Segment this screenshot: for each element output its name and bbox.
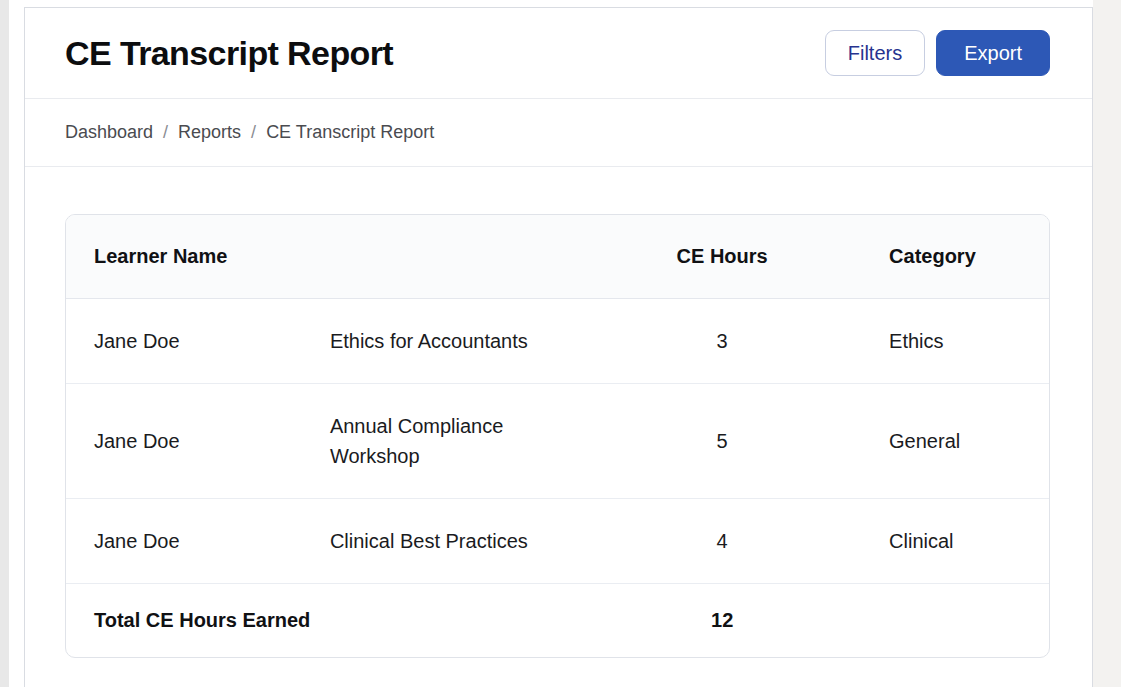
category-cell: Clinical [813, 499, 1049, 584]
window-edge-strip [0, 0, 9, 687]
course-cell: Clinical Best Practices [302, 499, 631, 584]
total-label: Total CE Hours Earned [66, 584, 631, 658]
total-category-empty-cell [813, 584, 1049, 658]
table-header-row: Learner Name CE Hours Category [66, 215, 1049, 299]
column-header-course [302, 215, 631, 299]
ce-hours-cell: 3 [631, 299, 813, 384]
table-row: Jane Doe Annual Compliance Workshop 5 Ge… [66, 384, 1049, 499]
learner-name-cell: Jane Doe [66, 384, 302, 499]
category-cell: General [813, 384, 1049, 499]
learner-name-cell: Jane Doe [66, 299, 302, 384]
report-page-panel: CE Transcript Report Filters Export Dash… [24, 7, 1093, 687]
course-cell: Ethics for Accountants [302, 299, 631, 384]
course-title: Ethics for Accountants [330, 326, 528, 356]
course-title: Clinical Best Practices [330, 526, 528, 556]
breadcrumb-item-reports[interactable]: Reports [178, 122, 241, 143]
transcript-table: Learner Name CE Hours Category Jane Doe … [66, 215, 1049, 657]
page-header: CE Transcript Report Filters Export [25, 8, 1092, 99]
breadcrumb-separator: / [163, 122, 168, 143]
total-ce-hours-value: 12 [631, 584, 813, 658]
breadcrumb-separator: / [251, 122, 256, 143]
breadcrumb: Dashboard / Reports / CE Transcript Repo… [25, 99, 1092, 167]
breadcrumb-item-current: CE Transcript Report [266, 122, 434, 143]
export-button[interactable]: Export [936, 30, 1050, 76]
column-header-ce-hours: CE Hours [631, 215, 813, 299]
header-actions: Filters Export [825, 30, 1050, 76]
course-title: Annual Compliance Workshop [330, 411, 572, 471]
page-title: CE Transcript Report [65, 34, 393, 73]
transcript-table-card: Learner Name CE Hours Category Jane Doe … [65, 214, 1050, 658]
learner-name-cell: Jane Doe [66, 499, 302, 584]
ce-hours-cell: 5 [631, 384, 813, 499]
ce-hours-cell: 4 [631, 499, 813, 584]
table-total-row: Total CE Hours Earned 12 [66, 584, 1049, 658]
table-row: Jane Doe Ethics for Accountants 3 Ethics [66, 299, 1049, 384]
course-cell: Annual Compliance Workshop [302, 384, 631, 499]
main-content: Learner Name CE Hours Category Jane Doe … [25, 167, 1092, 658]
category-cell: Ethics [813, 299, 1049, 384]
filters-button[interactable]: Filters [825, 30, 925, 76]
right-gutter [1093, 0, 1121, 687]
table-row: Jane Doe Clinical Best Practices 4 Clini… [66, 499, 1049, 584]
column-header-category: Category [813, 215, 1049, 299]
column-header-learner-name: Learner Name [66, 215, 302, 299]
breadcrumb-item-dashboard[interactable]: Dashboard [65, 122, 153, 143]
